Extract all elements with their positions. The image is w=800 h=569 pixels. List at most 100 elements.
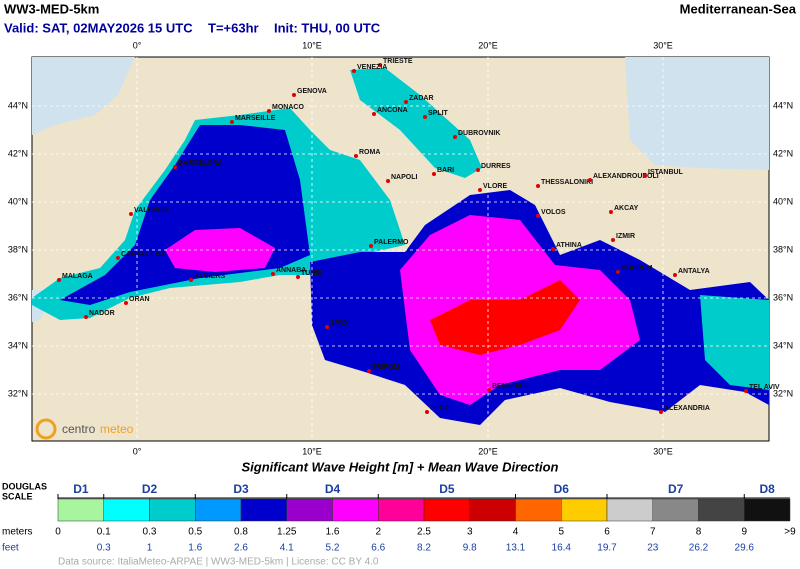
city-label: ATHINA: [556, 242, 582, 249]
city-label: VALENCIA: [134, 207, 169, 214]
city-label: VLORE: [483, 183, 507, 190]
feet-label: 1.6: [188, 543, 202, 554]
city-label: GENOVA: [297, 88, 327, 95]
city-dot: [673, 273, 677, 277]
city-label: BENGHAZI: [492, 383, 529, 390]
scale-swatch: [195, 498, 242, 522]
lat-label: 36°N: [8, 292, 28, 302]
city-label: THESSALONIKI: [541, 179, 593, 186]
city-label: TEL AVIV: [749, 384, 780, 391]
city-dot: [124, 301, 128, 305]
meters-label: 2: [375, 527, 381, 538]
meters-label: 6: [604, 527, 610, 538]
feet-label: 19.7: [597, 543, 617, 554]
scale-swatch: [332, 498, 379, 522]
city-dot: [588, 178, 592, 182]
city-dot: [296, 275, 300, 279]
city-dot: [536, 214, 540, 218]
adriatic: [350, 68, 482, 178]
meters-label: 0.5: [188, 527, 202, 538]
scale-swatch: [698, 498, 745, 522]
city-dot: [744, 389, 748, 393]
scale-swatch: [378, 498, 425, 522]
city-label: ROMA: [359, 149, 380, 156]
logo-text: centro: [62, 422, 96, 436]
city-dot: [369, 244, 373, 248]
feet-label: 13.1: [506, 543, 526, 554]
city-dot: [116, 256, 120, 260]
scale-swatch: [423, 498, 470, 522]
city-label: BARI: [437, 167, 454, 174]
city-dot: [643, 174, 647, 178]
lat-label: 40°N: [773, 196, 793, 206]
title: WW3-MED-5km: [4, 1, 99, 16]
city-label: SPLIT: [428, 110, 449, 117]
douglas-label: D2: [142, 482, 158, 496]
city-dot: [425, 410, 429, 414]
city-dot: [478, 188, 482, 192]
feet-title: feet: [2, 543, 19, 554]
city-label: SIRTE: [430, 405, 451, 412]
scale-swatch: [240, 498, 287, 522]
city-dot: [84, 315, 88, 319]
city-label: ANCONA: [377, 107, 408, 114]
meters-label: 5: [558, 527, 564, 538]
meters-label: 0: [55, 527, 61, 538]
meters-label: 4: [513, 527, 519, 538]
city-label: ORAN: [129, 296, 150, 303]
feet-label: 2.6: [234, 543, 248, 554]
feet-label: 29.6: [735, 543, 755, 554]
meters-label: 3: [467, 527, 473, 538]
city-label: ISTANBUL: [648, 169, 684, 176]
city-label: MARSEILLE: [235, 115, 276, 122]
feet-label: 0.3: [97, 543, 111, 554]
city-dot: [325, 325, 329, 329]
lat-label: 40°N: [8, 196, 28, 206]
scale-swatch: [149, 498, 196, 522]
city-label: VENEZIA: [357, 64, 387, 71]
city-dot: [551, 247, 555, 251]
douglas-label: D7: [668, 482, 684, 496]
city-dot: [453, 135, 457, 139]
map: 0° 0° 10°E 10°E 20°E 20°E 30°E 30°E 44°N 44°N 42°N…: [8, 40, 793, 456]
meters-title: meters: [2, 527, 33, 538]
scale-swatch: [286, 498, 333, 522]
scale-swatch: [744, 498, 791, 522]
scale-swatch: [652, 498, 699, 522]
lon-label: 30°E: [653, 446, 673, 456]
city-dot: [536, 184, 540, 188]
city-dot: [432, 172, 436, 176]
city-dot: [616, 270, 620, 274]
scale-swatch: [57, 498, 104, 522]
lat-label: 34°N: [8, 340, 28, 350]
city-dot: [129, 212, 133, 216]
city-dot: [189, 278, 193, 282]
lon-label: 10°E: [302, 40, 322, 50]
douglas-label: D8: [759, 482, 775, 496]
city-label: ANTALYA: [678, 268, 710, 275]
lat-label: 32°N: [773, 388, 793, 398]
lon-label: 0°: [133, 40, 142, 50]
lon-label: 20°E: [478, 446, 498, 456]
city-label: ALEXANDRIA: [664, 405, 710, 412]
scale-swatch: [469, 498, 516, 522]
meters-label: 0.8: [234, 527, 248, 538]
city-dot: [609, 210, 613, 214]
city-dot: [476, 168, 480, 172]
city-label: MALAGA: [62, 273, 93, 280]
lat-label: 44°N: [773, 100, 793, 110]
region: Mediterranean-Sea: [680, 1, 797, 16]
city-label: CARTAGENA: [121, 251, 165, 258]
city-label: MONACO: [272, 104, 304, 111]
feet-label: 8.2: [417, 543, 431, 554]
black-sea: [625, 57, 769, 170]
city-label: TRIESTE: [383, 58, 413, 65]
scale-swatch: [606, 498, 653, 522]
city-dot: [487, 388, 491, 392]
scale-swatch: [561, 498, 608, 522]
meters-label: 0.3: [143, 527, 157, 538]
scale-title: SCALE: [2, 491, 33, 501]
douglas-label: D4: [325, 482, 341, 496]
city-dot: [267, 109, 271, 113]
feet-label: 1: [147, 543, 153, 554]
